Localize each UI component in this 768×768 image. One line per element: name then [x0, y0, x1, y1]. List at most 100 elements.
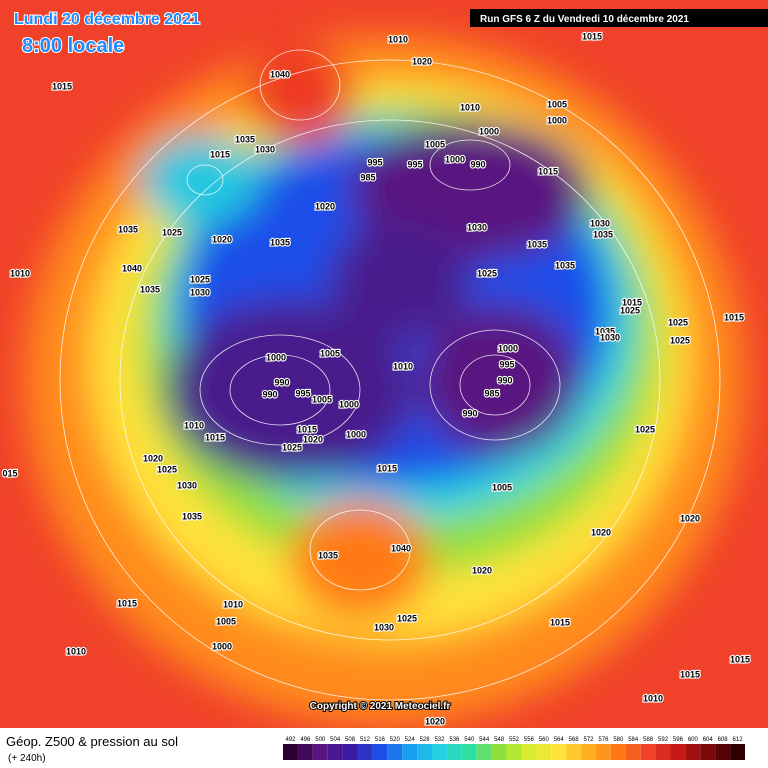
isobar-label: 1015 — [205, 432, 225, 442]
scale-swatch — [715, 744, 731, 760]
isobar-label: 1020 — [425, 716, 445, 726]
isobar-label: 1010 — [184, 420, 204, 430]
scale-label: 560 — [539, 737, 550, 743]
scale-swatch — [327, 744, 343, 760]
color-scale: 492 496 500 504 508 512 516 520 524 528 532 536 540 5… — [283, 737, 745, 760]
isobar-label: 1000 — [346, 429, 366, 439]
isobar-label: 1000 — [498, 343, 518, 353]
scale-swatch — [372, 744, 388, 760]
isobar-label: 1025 — [190, 274, 210, 284]
scale-label: 592 — [658, 737, 669, 743]
scale-label: 580 — [613, 737, 624, 743]
scale-label: 492 — [285, 737, 296, 743]
footer-lead: (+ 240h) — [8, 753, 46, 764]
isobar-label: 1025 — [157, 464, 177, 474]
isobar-label: 990 — [462, 408, 477, 418]
scale-swatch — [476, 744, 492, 760]
isobar-label: 1020 — [591, 527, 611, 537]
scale-swatch — [610, 744, 626, 760]
isobar-label: 1010 — [643, 693, 663, 703]
isobar-label: 1005 — [425, 139, 445, 149]
scale-swatch — [551, 744, 567, 760]
isobar-label: 1025 — [162, 227, 182, 237]
scale-swatch — [655, 744, 671, 760]
scale-swatch — [357, 744, 373, 760]
scale-swatch — [595, 744, 611, 760]
scale-swatch — [432, 744, 447, 760]
isobar-label: 1010 — [66, 646, 86, 656]
scale-label: 556 — [524, 737, 535, 743]
scale-label: 548 — [494, 737, 505, 743]
scale-swatch — [446, 744, 462, 760]
isobar-label: 995 — [367, 157, 382, 167]
scale-swatch — [625, 744, 641, 760]
scale-label: 568 — [569, 737, 580, 743]
scale-label: 508 — [345, 737, 356, 743]
isobar-label: 1015 — [582, 31, 602, 41]
scale-swatch — [491, 744, 507, 760]
isobar-label: 1000 — [212, 641, 232, 651]
isobar-label: 985 — [360, 172, 375, 182]
isobar-label: 1025 — [620, 305, 640, 315]
scale-swatch — [506, 744, 522, 760]
isobar-label: 990 — [497, 375, 512, 385]
isobar-label: 1035 — [270, 237, 290, 247]
isobar-label: 1005 — [216, 616, 236, 626]
scale-label: 564 — [554, 737, 565, 743]
scale-swatch — [536, 744, 552, 760]
isobar-label: 1030 — [374, 622, 394, 632]
isobar-label: 1030 — [600, 332, 620, 342]
scale-label: 596 — [673, 737, 684, 743]
isobar-label: 1015 — [550, 617, 570, 627]
run: Run GFS 6 Z du Vendredi 10 décembre 2021 — [480, 14, 689, 25]
isobar-label: 1015 — [210, 149, 230, 159]
isobar-label: 1000 — [547, 115, 567, 125]
isobar-label: 1020 — [412, 56, 432, 66]
isobar-label: 1010 — [460, 102, 480, 112]
isobar-label: 1040 — [270, 69, 290, 79]
isobar-label: 1000 — [339, 399, 359, 409]
isobar-label: 1005 — [492, 482, 512, 492]
isobar-label: 1000 — [445, 154, 465, 164]
run-box — [470, 9, 768, 27]
scale-label: 540 — [464, 737, 475, 743]
isobar-label: 1015 — [52, 81, 72, 91]
scale-swatch — [640, 744, 656, 760]
scale-label: 524 — [405, 737, 416, 743]
scale-swatch — [402, 744, 418, 760]
scale-label: 496 — [300, 737, 311, 743]
isobar-label: 990 — [262, 389, 277, 399]
scale-label: 572 — [584, 737, 595, 743]
isobar-label: 1010 — [388, 34, 408, 44]
isobar-label: 1035 — [318, 550, 338, 560]
scale-label: 500 — [315, 737, 326, 743]
scale-swatch — [283, 744, 298, 760]
isobar-label: 1015 — [724, 312, 744, 322]
isobar-label: 1015 — [297, 424, 317, 434]
scale-label: 504 — [330, 737, 341, 743]
scale-label: 552 — [509, 737, 520, 743]
scale-swatch — [461, 744, 477, 760]
isobar-label: 1000 — [266, 352, 286, 362]
isobar-label: 1030 — [467, 222, 487, 232]
scale-label: 536 — [449, 737, 460, 743]
isobar-label: 1035 — [235, 134, 255, 144]
scale-swatch — [700, 744, 716, 760]
isobar-label: 990 — [470, 159, 485, 169]
field — [0, 0, 768, 728]
isobar-label: 1025 — [635, 424, 655, 434]
scale-swatch — [730, 744, 745, 760]
isobar-label: 1035 — [140, 284, 160, 294]
scale-swatch — [685, 744, 701, 760]
isobar-label: 1010 — [393, 361, 413, 371]
isobar-label: 1035 — [118, 224, 138, 234]
isobar-label: 1040 — [122, 263, 142, 273]
scale-swatch — [417, 744, 433, 760]
isobar-label: 1015 — [377, 463, 397, 473]
scale-label: 576 — [598, 737, 609, 743]
isobar-label: 1025 — [282, 442, 302, 452]
isobar-label: 1030 — [590, 218, 610, 228]
scale-swatch — [670, 744, 686, 760]
scale-label: 600 — [688, 737, 699, 743]
